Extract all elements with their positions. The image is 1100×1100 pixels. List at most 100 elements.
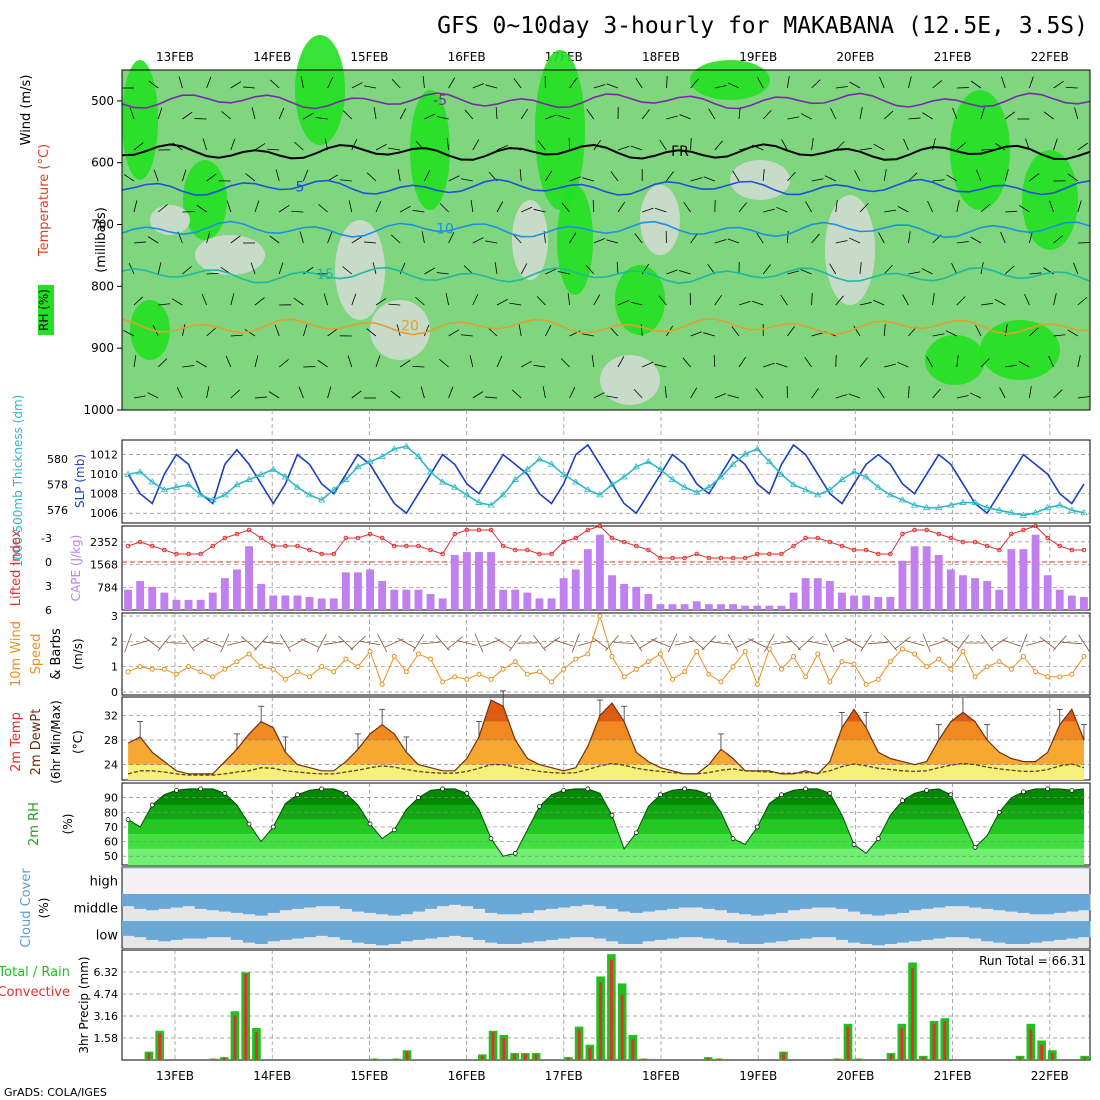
wind-barb	[835, 394, 848, 399]
wind-barb	[323, 293, 328, 306]
cape-bar	[378, 581, 387, 610]
cape-bar	[354, 572, 362, 610]
cloud-bar	[1065, 894, 1079, 912]
wind-barb	[690, 331, 702, 337]
lifted-index-marker	[246, 527, 252, 533]
wind-barb	[422, 76, 425, 89]
wind-barb	[811, 292, 813, 306]
rh-blob	[615, 265, 665, 335]
wind-barb	[582, 177, 594, 182]
cape-bar	[753, 605, 762, 610]
surface-wind-barb	[227, 640, 247, 646]
wind-barb	[879, 76, 885, 89]
temp-tick-label: 32	[104, 709, 118, 722]
wind-barb	[956, 141, 967, 151]
rh-marker	[440, 786, 445, 792]
wind-barb	[129, 107, 135, 120]
precip-tick-label: 4.74	[94, 988, 119, 1001]
cloud-bar	[1041, 867, 1055, 869]
wind-barb	[375, 355, 381, 368]
cloud-bar	[618, 921, 631, 944]
cloud-bar	[981, 867, 994, 869]
rh-marker	[875, 836, 881, 841]
cloud-bar	[1065, 921, 1079, 939]
cape-bar	[390, 589, 399, 610]
wind-barb	[254, 200, 260, 213]
cloud-bar	[569, 894, 583, 907]
wind-speed-marker	[730, 664, 736, 670]
wind-speed-marker	[972, 674, 978, 680]
lifted-index-marker	[670, 555, 675, 561]
wind-barb	[654, 363, 667, 368]
cloud-bar	[485, 867, 498, 869]
wind-barb	[859, 301, 872, 306]
precip-convective-bar	[513, 1054, 517, 1060]
surface-wind-barb	[481, 639, 501, 647]
cloud-bar	[1005, 867, 1018, 869]
cloud-bar	[122, 894, 135, 907]
cloud-bar	[775, 894, 788, 913]
rh-marker	[779, 792, 784, 798]
wind-barb	[787, 231, 789, 244]
temp-band	[128, 764, 1085, 780]
wind-barb	[373, 107, 377, 120]
rh-marker	[996, 809, 1002, 815]
cape-bar	[305, 596, 314, 610]
cloud-bar	[255, 867, 268, 869]
rh-blob	[600, 355, 660, 405]
wind-axis-label-2: Speed	[29, 634, 44, 675]
temp-axis-label-2: 2m DewPt	[29, 709, 44, 776]
wind-barb	[926, 356, 933, 368]
wind-barb	[464, 109, 474, 120]
cape-bar	[850, 595, 858, 610]
cape-bar	[196, 599, 205, 610]
lifted-index-marker	[730, 555, 736, 561]
date-label-top: 18FEB	[642, 50, 680, 64]
rh-marker	[803, 786, 809, 792]
thickness-marker	[947, 501, 955, 508]
surface-wind-barb	[420, 641, 441, 645]
rh-blob	[335, 220, 385, 320]
thickness-marker	[838, 475, 846, 482]
cloud-bar	[364, 867, 377, 869]
surface-wind-barb	[350, 635, 366, 651]
cloud-bar	[1029, 894, 1043, 915]
rh-blob	[535, 50, 585, 210]
precip-convective-bar	[588, 1047, 592, 1060]
rh-marker	[149, 802, 155, 808]
wind-barb	[226, 200, 232, 213]
cloud-bar	[315, 894, 329, 907]
wind-barb	[270, 79, 280, 89]
wind-speed-marker	[827, 679, 833, 685]
lifted-index-marker	[149, 543, 155, 549]
rh-marker	[246, 821, 252, 827]
wind-speed-marker	[573, 656, 579, 662]
lifted-index-marker	[984, 543, 990, 549]
wind-barb	[424, 113, 436, 120]
wind-barb	[123, 174, 135, 182]
lifted-index-marker	[1021, 527, 1026, 533]
isotherm-label: 20	[401, 319, 419, 335]
cloud-bar	[291, 867, 304, 869]
wind-barb	[780, 294, 788, 306]
surface-wind-barb	[143, 636, 161, 650]
cloud-bar	[400, 867, 413, 869]
rh-marker	[706, 792, 712, 798]
cloud-bar	[872, 867, 885, 869]
cape-bar	[680, 604, 689, 610]
wind-speed-marker	[742, 648, 748, 654]
cloud-bar	[1065, 867, 1079, 869]
cape-panel-frame	[121, 525, 1091, 611]
precip-convective-bar	[491, 1032, 495, 1060]
wind-barb	[664, 386, 667, 399]
surface-wind-barb	[904, 640, 925, 646]
isotherm-line	[121, 178, 1091, 196]
cloud-bar	[751, 921, 764, 944]
footer-credit: GrADS: COLA/IGES	[4, 1086, 107, 1099]
cloud-bar	[1017, 894, 1030, 913]
wind-speed-marker	[173, 671, 179, 677]
wind-barb	[921, 268, 933, 275]
cloud-bar	[981, 894, 994, 909]
cape-tick-label: 1568	[90, 559, 118, 572]
wind-speed-marker	[597, 613, 603, 619]
